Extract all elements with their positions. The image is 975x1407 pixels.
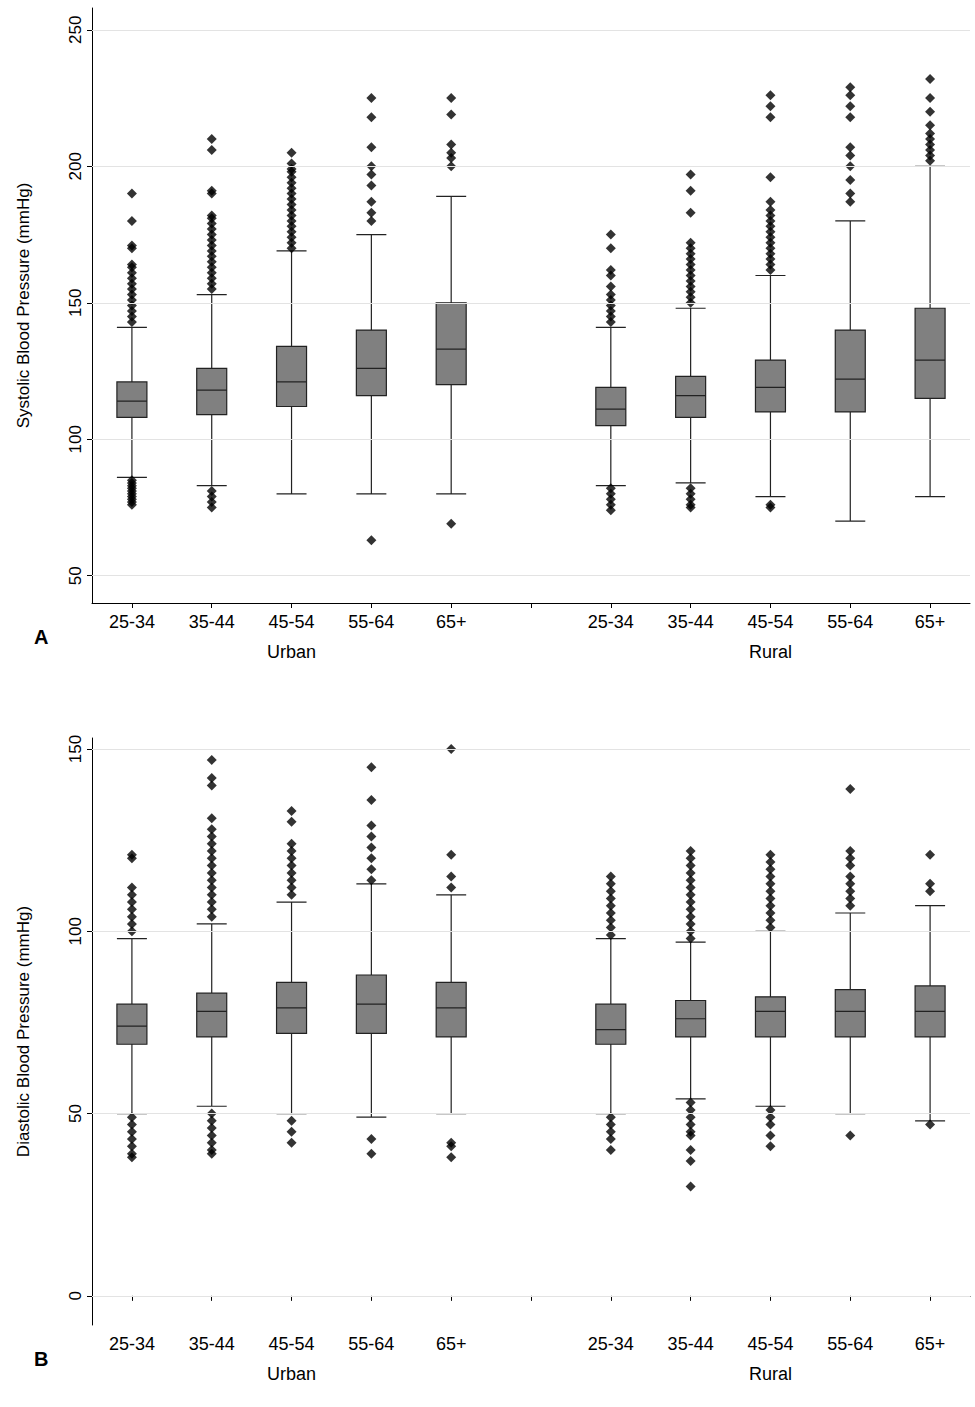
svg-text:A: A: [34, 626, 48, 648]
svg-text:250: 250: [66, 16, 85, 44]
svg-text:25-34: 25-34: [588, 1334, 634, 1354]
svg-text:Diastolic Blood Pressure (mmHg: Diastolic Blood Pressure (mmHg): [14, 906, 33, 1157]
svg-text:50: 50: [66, 1104, 85, 1123]
svg-text:35-44: 35-44: [668, 1334, 714, 1354]
svg-text:55-64: 55-64: [348, 1334, 394, 1354]
svg-text:50: 50: [66, 566, 85, 585]
svg-text:35-44: 35-44: [668, 612, 714, 632]
svg-text:25-34: 25-34: [588, 612, 634, 632]
svg-text:45-54: 45-54: [269, 1334, 315, 1354]
svg-text:45-54: 45-54: [269, 612, 315, 632]
svg-text:Rural: Rural: [749, 642, 792, 662]
svg-text:65+: 65+: [915, 1334, 946, 1354]
svg-text:Systolic Blood Pressure (mmHg): Systolic Blood Pressure (mmHg): [14, 183, 33, 429]
svg-text:35-44: 35-44: [189, 1334, 235, 1354]
svg-text:55-64: 55-64: [348, 612, 394, 632]
svg-text:65+: 65+: [436, 1334, 467, 1354]
svg-text:55-64: 55-64: [827, 1334, 873, 1354]
svg-text:Rural: Rural: [749, 1364, 792, 1384]
svg-text:25-34: 25-34: [109, 1334, 155, 1354]
svg-text:35-44: 35-44: [189, 612, 235, 632]
svg-text:Urban: Urban: [267, 642, 316, 662]
svg-text:65+: 65+: [915, 612, 946, 632]
svg-text:65+: 65+: [436, 612, 467, 632]
svg-text:45-54: 45-54: [747, 612, 793, 632]
svg-text:45-54: 45-54: [747, 1334, 793, 1354]
svg-text:B: B: [34, 1348, 48, 1370]
svg-text:55-64: 55-64: [827, 612, 873, 632]
svg-text:150: 150: [66, 735, 85, 763]
svg-text:25-34: 25-34: [109, 612, 155, 632]
svg-text:100: 100: [66, 425, 85, 453]
svg-text:100: 100: [66, 917, 85, 945]
svg-text:200: 200: [66, 152, 85, 180]
svg-text:150: 150: [66, 289, 85, 317]
svg-text:Urban: Urban: [267, 1364, 316, 1384]
svg-text:0: 0: [66, 1291, 85, 1300]
